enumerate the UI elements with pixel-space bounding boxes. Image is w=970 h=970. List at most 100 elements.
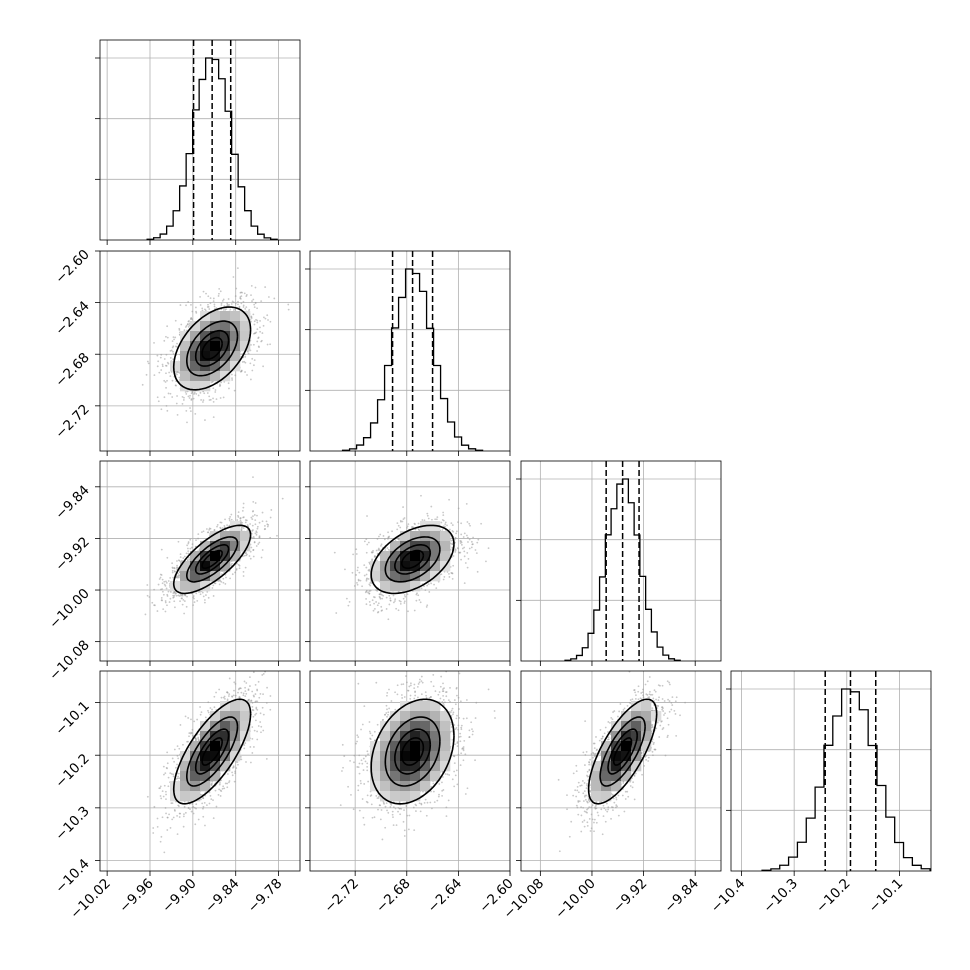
sample-point bbox=[448, 528, 451, 531]
sample-point bbox=[185, 393, 188, 395]
sample-point bbox=[250, 344, 252, 346]
sample-point bbox=[242, 304, 245, 307]
panel-0-0 bbox=[95, 39, 301, 245]
sample-point bbox=[174, 336, 177, 339]
sample-point bbox=[242, 516, 245, 519]
sample-point bbox=[251, 510, 254, 513]
density-cell bbox=[190, 551, 201, 562]
sample-point bbox=[397, 524, 400, 527]
panel-2-1 bbox=[305, 460, 511, 666]
sample-point bbox=[160, 353, 163, 356]
sample-point bbox=[242, 575, 245, 577]
sample-point bbox=[426, 512, 429, 515]
sample-point bbox=[187, 395, 190, 398]
sample-point bbox=[230, 373, 233, 376]
sample-point bbox=[403, 602, 406, 604]
contour-line bbox=[194, 329, 230, 367]
sample-point bbox=[192, 604, 195, 606]
sample-point bbox=[363, 564, 366, 566]
sample-point bbox=[158, 371, 161, 374]
density-cell bbox=[200, 331, 211, 342]
sample-point bbox=[178, 376, 181, 379]
sample-point bbox=[441, 518, 444, 521]
sample-point bbox=[357, 566, 359, 569]
sample-point bbox=[347, 604, 350, 607]
sample-point bbox=[397, 538, 400, 541]
sample-point bbox=[178, 576, 180, 579]
sample-point bbox=[185, 552, 188, 555]
sample-point bbox=[207, 303, 209, 306]
sample-point bbox=[460, 558, 462, 561]
sample-point bbox=[351, 571, 354, 574]
sample-point bbox=[239, 291, 242, 294]
sample-point bbox=[463, 532, 466, 535]
sample-point bbox=[379, 533, 382, 536]
sample-point bbox=[197, 591, 200, 593]
sample-point bbox=[237, 514, 239, 517]
sample-point bbox=[176, 371, 179, 374]
sample-point bbox=[460, 533, 463, 536]
density-cell bbox=[380, 571, 391, 582]
sample-point bbox=[344, 568, 346, 571]
sample-point bbox=[466, 536, 469, 539]
sample-point bbox=[223, 524, 226, 527]
sample-point bbox=[444, 525, 446, 528]
sample-point bbox=[174, 606, 176, 609]
sample-point bbox=[448, 572, 450, 575]
sample-point bbox=[213, 529, 216, 532]
sample-point bbox=[345, 597, 348, 600]
sample-point bbox=[230, 564, 233, 566]
sample-point bbox=[254, 301, 257, 304]
sample-point bbox=[171, 396, 174, 398]
sample-point bbox=[365, 573, 368, 576]
sample-point bbox=[204, 419, 206, 421]
sample-point bbox=[161, 578, 164, 581]
sample-point bbox=[443, 576, 446, 578]
sample-point bbox=[175, 384, 177, 387]
sample-point bbox=[477, 538, 480, 541]
sample-point bbox=[261, 511, 264, 514]
sample-point bbox=[185, 605, 188, 608]
density-cell bbox=[240, 531, 251, 542]
sample-point bbox=[208, 395, 211, 398]
sample-point bbox=[213, 305, 216, 308]
sample-point bbox=[239, 517, 242, 520]
sample-point bbox=[366, 515, 368, 517]
sample-point bbox=[264, 317, 267, 320]
sample-point bbox=[365, 603, 368, 606]
sample-point bbox=[239, 519, 242, 522]
sample-point bbox=[225, 308, 228, 311]
sample-point bbox=[200, 531, 203, 534]
sample-point bbox=[175, 592, 177, 595]
sample-point bbox=[451, 524, 454, 526]
sample-point bbox=[369, 584, 372, 587]
sample-point bbox=[245, 294, 248, 296]
sample-point bbox=[164, 364, 167, 367]
sample-point bbox=[192, 595, 195, 597]
sample-point bbox=[361, 585, 364, 588]
sample-point bbox=[468, 522, 471, 525]
sample-point bbox=[165, 404, 168, 407]
sample-point bbox=[229, 308, 232, 311]
sample-point bbox=[395, 607, 398, 610]
sample-point bbox=[403, 600, 406, 603]
sample-point bbox=[476, 570, 479, 573]
sample-point bbox=[385, 608, 388, 610]
sample-point bbox=[188, 324, 191, 327]
sample-point bbox=[256, 328, 259, 331]
sample-point bbox=[169, 577, 172, 579]
density-cell bbox=[240, 321, 251, 332]
sample-point bbox=[266, 525, 269, 528]
sample-point bbox=[444, 523, 447, 526]
sample-point bbox=[195, 310, 197, 313]
sample-point bbox=[212, 300, 215, 303]
density-cell bbox=[180, 361, 191, 372]
sample-point bbox=[234, 374, 237, 377]
sample-point bbox=[228, 387, 230, 390]
sample-point bbox=[212, 584, 215, 587]
sample-point bbox=[287, 303, 290, 306]
sample-point bbox=[223, 380, 226, 383]
sample-point bbox=[187, 552, 190, 555]
sample-point bbox=[229, 577, 231, 580]
sample-point bbox=[189, 410, 192, 413]
